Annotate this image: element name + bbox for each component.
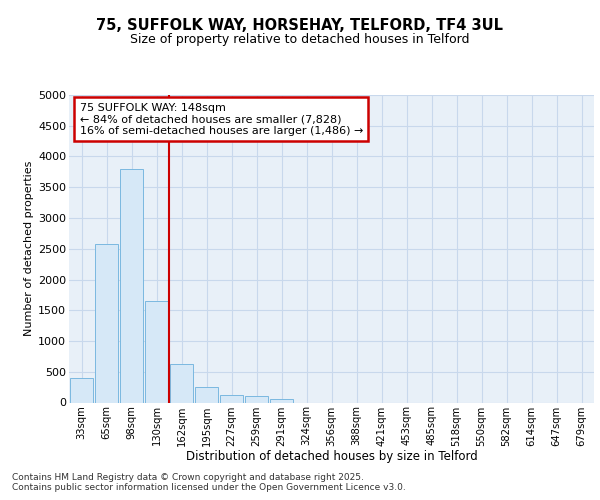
Text: 75, SUFFOLK WAY, HORSEHAY, TELFORD, TF4 3UL: 75, SUFFOLK WAY, HORSEHAY, TELFORD, TF4 … — [97, 18, 503, 32]
Bar — [120, 169, 143, 402]
Bar — [245, 396, 268, 402]
Bar — [170, 364, 193, 403]
Y-axis label: Number of detached properties: Number of detached properties — [24, 161, 34, 336]
Bar — [220, 394, 243, 402]
Bar — [195, 387, 218, 402]
Text: Contains HM Land Registry data © Crown copyright and database right 2025.
Contai: Contains HM Land Registry data © Crown c… — [12, 473, 406, 492]
Bar — [270, 400, 293, 402]
Bar — [95, 244, 118, 402]
Bar — [145, 301, 168, 402]
Text: Size of property relative to detached houses in Telford: Size of property relative to detached ho… — [130, 32, 470, 46]
Text: 75 SUFFOLK WAY: 148sqm
← 84% of detached houses are smaller (7,828)
16% of semi-: 75 SUFFOLK WAY: 148sqm ← 84% of detached… — [79, 102, 363, 136]
X-axis label: Distribution of detached houses by size in Telford: Distribution of detached houses by size … — [185, 450, 478, 463]
Bar — [70, 378, 93, 402]
